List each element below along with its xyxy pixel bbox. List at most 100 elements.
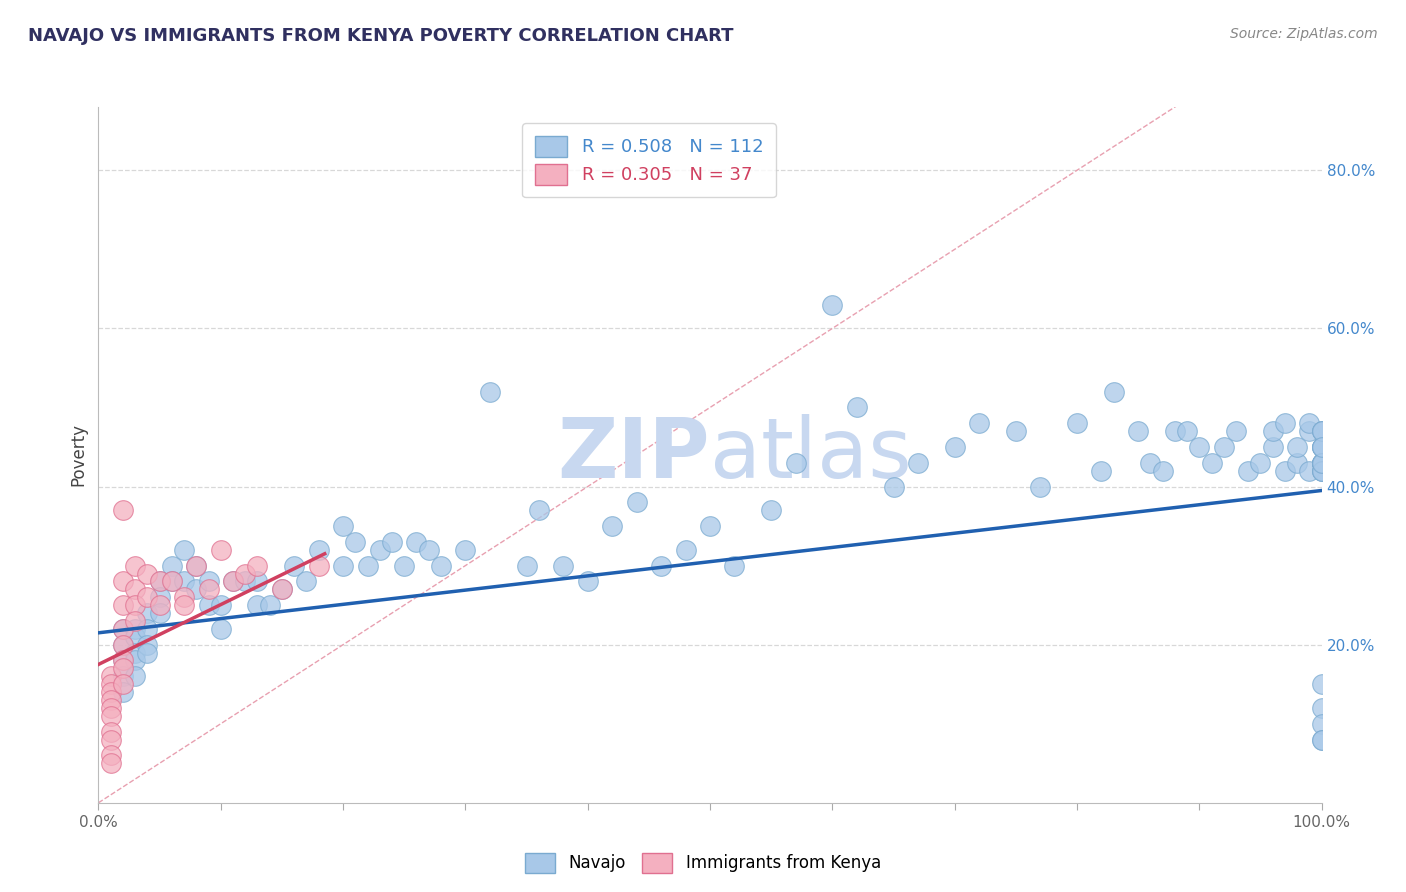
- Text: atlas: atlas: [710, 415, 911, 495]
- Point: [430, 558, 453, 573]
- Point: [405, 534, 427, 549]
- Point: [124, 614, 146, 628]
- Point: [392, 558, 416, 573]
- Point: [186, 558, 208, 573]
- Point: [100, 756, 122, 771]
- Point: [160, 574, 183, 589]
- Point: [197, 574, 219, 589]
- Point: [1152, 464, 1174, 478]
- Point: [1310, 424, 1333, 438]
- Point: [1128, 424, 1150, 438]
- Point: [1310, 456, 1333, 470]
- Point: [308, 558, 330, 573]
- Point: [626, 495, 648, 509]
- Point: [197, 598, 219, 612]
- Point: [1066, 417, 1088, 431]
- Point: [124, 558, 146, 573]
- Point: [100, 693, 122, 707]
- Point: [124, 582, 146, 597]
- Point: [186, 582, 208, 597]
- Point: [454, 542, 477, 557]
- Point: [209, 622, 232, 636]
- Point: [209, 598, 232, 612]
- Point: [173, 542, 195, 557]
- Point: [1310, 424, 1333, 438]
- Point: [100, 732, 122, 747]
- Point: [111, 653, 134, 667]
- Point: [1139, 456, 1161, 470]
- Point: [283, 558, 305, 573]
- Point: [270, 582, 294, 597]
- Point: [173, 598, 195, 612]
- Point: [418, 542, 440, 557]
- Point: [1201, 456, 1223, 470]
- Point: [111, 669, 134, 683]
- Point: [1237, 464, 1260, 478]
- Point: [209, 542, 232, 557]
- Point: [1274, 417, 1296, 431]
- Point: [233, 566, 256, 581]
- Point: [100, 677, 122, 691]
- Point: [1261, 424, 1284, 438]
- Point: [124, 598, 146, 612]
- Point: [100, 748, 122, 763]
- Point: [233, 574, 256, 589]
- Point: [124, 653, 146, 667]
- Point: [111, 598, 134, 612]
- Point: [1310, 440, 1333, 454]
- Point: [186, 558, 208, 573]
- Point: [785, 456, 807, 470]
- Point: [124, 622, 146, 636]
- Point: [1004, 424, 1026, 438]
- Point: [1310, 464, 1333, 478]
- Point: [149, 598, 172, 612]
- Point: [111, 685, 134, 699]
- Point: [246, 558, 269, 573]
- Point: [308, 542, 330, 557]
- Point: [124, 669, 146, 683]
- Point: [845, 401, 868, 415]
- Point: [111, 622, 134, 636]
- Point: [124, 630, 146, 644]
- Point: [332, 519, 354, 533]
- Point: [259, 598, 281, 612]
- Text: ZIP: ZIP: [558, 415, 710, 495]
- Point: [344, 534, 367, 549]
- Point: [1310, 456, 1333, 470]
- Point: [111, 574, 134, 589]
- Point: [136, 638, 159, 652]
- Point: [111, 677, 134, 691]
- Point: [136, 646, 159, 660]
- Point: [1298, 424, 1320, 438]
- Point: [600, 519, 623, 533]
- Point: [1310, 732, 1333, 747]
- Point: [1310, 464, 1333, 478]
- Point: [136, 591, 159, 605]
- Point: [1310, 456, 1333, 470]
- Point: [515, 558, 537, 573]
- Point: [136, 606, 159, 620]
- Point: [1310, 716, 1333, 731]
- Point: [723, 558, 745, 573]
- Point: [270, 582, 294, 597]
- Point: [1310, 456, 1333, 470]
- Point: [1310, 701, 1333, 715]
- Legend: R = 0.508   N = 112, R = 0.305   N = 37: R = 0.508 N = 112, R = 0.305 N = 37: [522, 123, 776, 197]
- Point: [149, 591, 172, 605]
- Point: [650, 558, 672, 573]
- Point: [1310, 732, 1333, 747]
- Point: [1249, 456, 1271, 470]
- Point: [1164, 424, 1187, 438]
- Point: [295, 574, 318, 589]
- Point: [967, 417, 990, 431]
- Point: [675, 542, 697, 557]
- Point: [356, 558, 378, 573]
- Point: [1310, 677, 1333, 691]
- Point: [332, 558, 354, 573]
- Point: [149, 606, 172, 620]
- Point: [381, 534, 404, 549]
- Point: [160, 574, 183, 589]
- Point: [100, 701, 122, 715]
- Point: [943, 440, 966, 454]
- Point: [1029, 479, 1052, 493]
